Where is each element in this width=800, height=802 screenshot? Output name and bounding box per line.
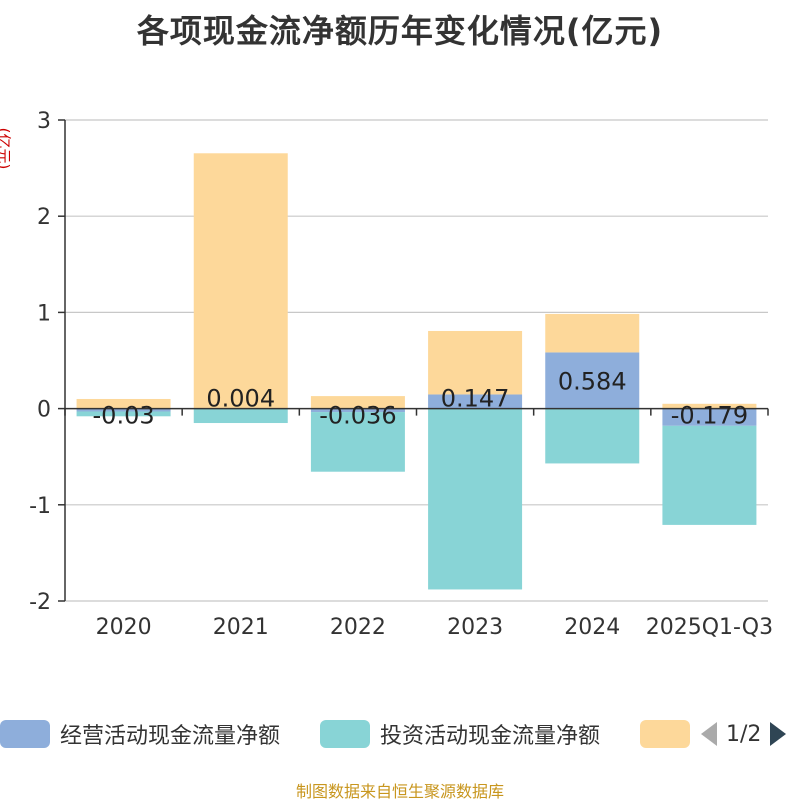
legend-swatch-financing	[640, 720, 690, 748]
legend-swatch-investing	[320, 720, 370, 748]
bar-series2-2024	[545, 313, 640, 353]
bar-series1-2023	[428, 408, 523, 590]
bar-series2-2025Q1-Q3	[662, 403, 757, 409]
bar-series0-2020	[76, 408, 171, 412]
x-tick-label-2024: 2024	[564, 615, 620, 640]
bar-series0-2024	[545, 352, 640, 409]
legend-label-operating: 经营活动现金流量净额	[60, 724, 281, 749]
bar-chart: 3 2 1 0 -1 -2 2020 2021 2022 2023 2024 2025Q1-Q3 -0.…	[29, 109, 773, 640]
bar-series1-2024	[545, 408, 640, 464]
legend-label-investing: 投资活动现金流量净额	[380, 724, 601, 749]
bar-series0-2022	[310, 408, 405, 413]
bar-series2-2023	[428, 330, 523, 395]
data-label-operating-2021: 0.004	[206, 385, 275, 413]
legend-pager: 1/2	[700, 716, 800, 752]
legend-item-investing[interactable]: 投资活动现金流量净额	[320, 716, 600, 752]
legend-item-financing[interactable]	[640, 716, 690, 752]
data-source-footer: 制图数据来自恒生聚源数据库	[295, 782, 504, 801]
x-tick-label-2022: 2022	[330, 615, 386, 640]
data-label-operating-2025Q1-Q3: -0.179	[671, 402, 748, 430]
data-label-operating-2022: -0.036	[319, 402, 396, 430]
legend-swatch-operating	[0, 720, 50, 748]
y-tick-label-3: 3	[37, 109, 51, 134]
bar-series1-2020	[76, 411, 171, 417]
legend-page-indicator: 1/2	[726, 721, 762, 747]
bar-series1-2025Q1-Q3	[662, 425, 757, 525]
y-tick-label-2: 2	[37, 205, 51, 230]
bar-series0-2023	[428, 394, 523, 409]
x-tick-label-2020: 2020	[96, 615, 152, 640]
legend-item-operating[interactable]: 经营活动现金流量净额	[0, 716, 280, 752]
y-tick-label--1: -1	[29, 494, 51, 519]
chart-title: 各项现金流净额历年变化情况(亿元)	[136, 12, 664, 50]
data-label-operating-2023: 0.147	[441, 385, 510, 413]
bar-series0-2025Q1-Q3	[662, 408, 757, 426]
y-tick-label-1: 1	[37, 301, 51, 326]
x-tick-label-2023: 2023	[447, 615, 503, 640]
bar-series2-2020	[76, 398, 171, 409]
y-tick-label-0: 0	[37, 398, 51, 423]
y-tick-label--2: -2	[29, 590, 51, 615]
next-page-icon[interactable]	[769, 720, 787, 748]
legend: 经营活动现金流量净额 投资活动现金流量净额	[0, 716, 800, 752]
bar-series1-2022	[310, 412, 405, 472]
prev-page-icon[interactable]	[700, 720, 718, 748]
bar-series2-2022	[310, 396, 405, 409]
bar-series2-2021	[193, 153, 288, 409]
x-tick-label-2021: 2021	[213, 615, 269, 640]
data-label-operating-2020: -0.03	[93, 402, 155, 430]
x-tick-label-2025Q1-Q3: 2025Q1-Q3	[646, 615, 773, 640]
data-label-operating-2024: 0.584	[558, 368, 627, 396]
bar-series1-2021	[193, 408, 288, 424]
